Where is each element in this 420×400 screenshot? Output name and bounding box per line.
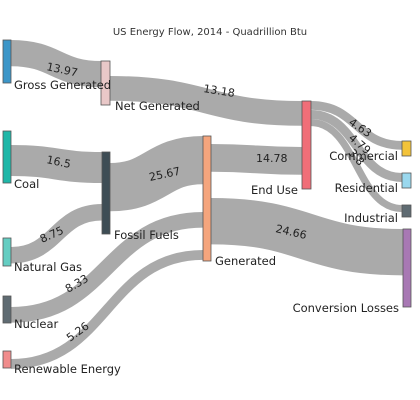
link-value-label: 13.18	[203, 82, 236, 100]
node-label-renewable-energy: Renewable Energy	[14, 362, 121, 376]
link-value-label: 14.78	[256, 152, 288, 165]
node-label-end-use: End Use	[251, 183, 298, 197]
node-label-coal: Coal	[14, 177, 39, 191]
links-layer	[10, 40, 404, 369]
node-label-industrial: Industrial	[344, 211, 398, 225]
node-nuclear[interactable]	[2, 295, 12, 324]
link-gross-generated-to-net-generated[interactable]	[10, 40, 102, 88]
link-natural-gas-to-fossil-fuels[interactable]	[10, 204, 103, 264]
link-value-label: 25.67	[148, 165, 182, 184]
link-generated-to-conversion-losses[interactable]	[210, 197, 404, 276]
link-renewable-energy-to-generated[interactable]	[10, 249, 204, 369]
diagram-title: US Energy Flow, 2014 - Quadrillion Btu	[113, 27, 307, 38]
node-fossil-fuels[interactable]	[101, 151, 111, 235]
link-value-label: 16.5	[45, 153, 72, 171]
link-generated-to-end-use[interactable]	[210, 143, 303, 175]
link-fossil-fuels-to-generated[interactable]	[108, 136, 205, 212]
node-residential[interactable]	[401, 172, 412, 189]
node-renewable-energy[interactable]	[2, 350, 12, 369]
link-end-use-to-commercial[interactable]	[310, 100, 403, 150]
node-end-use[interactable]	[301, 100, 312, 190]
node-label-net-generated: Net Generated	[115, 99, 200, 113]
link-nuclear-to-generated[interactable]	[10, 211, 204, 323]
labels-layer: 13.9713.1816.58.7525.678.335.2614.7824.6…	[14, 60, 399, 376]
node-generated[interactable]	[202, 135, 212, 262]
link-end-use-to-industrial[interactable]	[310, 119, 403, 213]
node-gross-generated[interactable]	[2, 39, 12, 84]
node-label-generated: Generated	[215, 254, 276, 268]
node-label-commercial: Commercial	[329, 149, 398, 163]
link-coal-to-fossil-fuels[interactable]	[10, 145, 103, 184]
link-net-generated-to-end-use[interactable]	[109, 76, 303, 126]
node-industrial[interactable]	[401, 204, 412, 218]
node-label-nuclear: Nuclear	[14, 317, 59, 331]
link-value-label: 13.97	[45, 60, 79, 79]
node-label-residential: Residential	[335, 181, 398, 195]
node-net-generated[interactable]	[100, 60, 111, 106]
node-label-conversion-losses: Conversion Losses	[293, 301, 399, 315]
node-coal[interactable]	[2, 130, 12, 184]
node-label-natural-gas: Natural Gas	[14, 260, 82, 274]
node-conversion-losses[interactable]	[402, 228, 412, 308]
node-label-gross-generated: Gross Generated	[14, 78, 111, 92]
node-label-fossil-fuels: Fossil Fuels	[114, 228, 179, 242]
node-natural-gas[interactable]	[2, 237, 12, 267]
link-end-use-to-residential[interactable]	[310, 110, 403, 183]
nodes-layer	[2, 39, 412, 369]
node-commercial[interactable]	[401, 140, 412, 157]
